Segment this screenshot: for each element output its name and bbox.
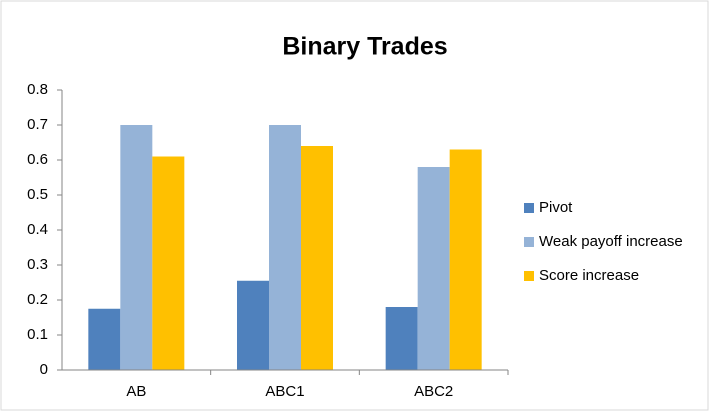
bar xyxy=(237,280,269,370)
y-tick-label: 0.1 xyxy=(27,326,48,343)
bar xyxy=(449,149,482,370)
bar xyxy=(88,308,121,370)
legend-label: Score increase xyxy=(539,267,639,284)
y-tick-label: 0.4 xyxy=(27,221,48,238)
legend-swatch xyxy=(524,271,534,281)
bar xyxy=(301,146,333,370)
legend-label: Weak payoff increase xyxy=(539,233,683,250)
bar xyxy=(152,156,185,370)
bar xyxy=(417,167,450,370)
bar xyxy=(269,125,301,370)
x-tick-label: ABC2 xyxy=(414,383,453,400)
y-tick-label: 0.8 xyxy=(27,81,48,98)
y-tick-label: 0.3 xyxy=(27,256,48,273)
y-tick-label: 0 xyxy=(40,361,48,378)
y-tick-label: 0.6 xyxy=(27,151,48,168)
x-tick-label: ABC1 xyxy=(265,383,304,400)
y-tick-label: 0.7 xyxy=(27,116,48,133)
x-tick-label: AB xyxy=(126,383,146,400)
legend-swatch xyxy=(524,203,534,213)
y-tick-label: 0.2 xyxy=(27,291,48,308)
bar xyxy=(120,125,153,370)
y-tick-label: 0.5 xyxy=(27,186,48,203)
chart-title: Binary Trades xyxy=(282,33,447,61)
bar xyxy=(385,307,418,370)
legend-label: Pivot xyxy=(539,199,573,216)
legend-swatch xyxy=(524,237,534,247)
